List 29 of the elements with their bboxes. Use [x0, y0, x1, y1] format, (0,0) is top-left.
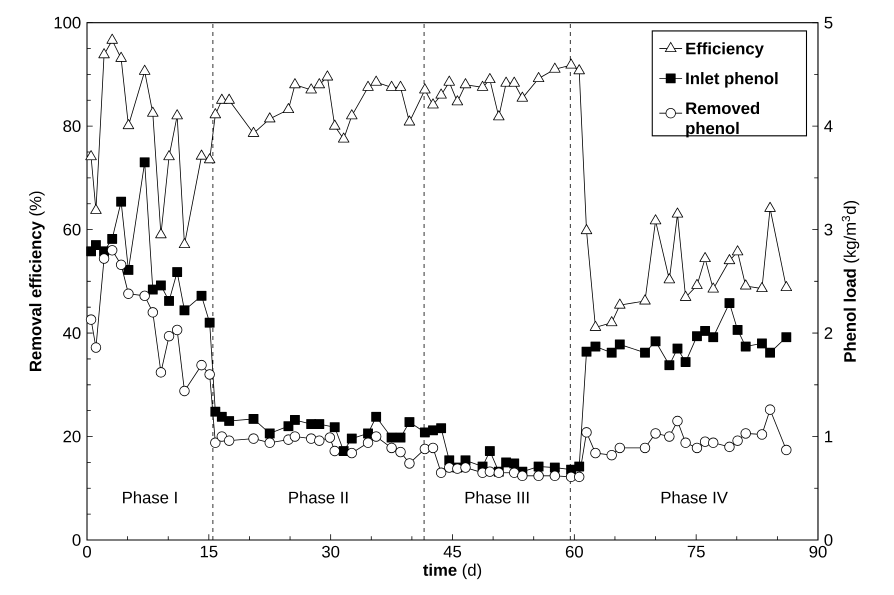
y2-tick-label: 2	[824, 327, 832, 339]
x-tick-label: 45	[444, 546, 462, 558]
x-tick-label: 30	[322, 546, 340, 558]
legend-label: Removed phenol	[686, 102, 760, 138]
y2-tick-label: 3	[824, 224, 832, 236]
y2-tick-label: 0	[824, 534, 832, 546]
y-axis-title: Removal efficiency (%)	[29, 192, 45, 371]
y-tick-label: 0	[72, 534, 81, 546]
y-tick-label: 80	[63, 120, 81, 132]
legend-label: Efficiency	[686, 42, 764, 58]
y-tick-label: 100	[54, 16, 81, 29]
y2-axis-title: Phenol load (kg/m$^{3}$d)	[842, 201, 860, 362]
annotation: Phase IV	[662, 491, 728, 504]
x-tick-label: 75	[688, 546, 705, 558]
annotation: Phase II	[289, 491, 348, 504]
x-tick-label: 90	[809, 546, 827, 558]
y-tick-label: 20	[63, 430, 81, 442]
x-tick-label: 60	[566, 546, 583, 558]
x-axis-title: time (d)	[423, 564, 482, 580]
y-tick-label: 60	[63, 224, 81, 236]
y2-tick-label: 1	[825, 430, 832, 442]
legend-label: Inlet phenol	[686, 72, 778, 88]
annotation: Phase I	[123, 491, 177, 504]
y2-tick-label: 5	[824, 16, 832, 28]
y-tick-label: 40	[63, 327, 81, 339]
annotation: Phase III	[466, 491, 529, 504]
x-tick-label: 0	[83, 546, 91, 558]
y2-tick-label: 4	[824, 120, 833, 132]
x-tick-label: 15	[200, 546, 218, 558]
